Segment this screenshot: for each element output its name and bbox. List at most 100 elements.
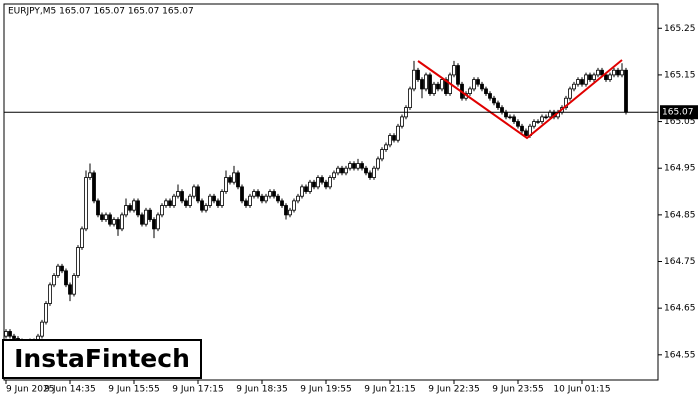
candle-body	[480, 83, 484, 90]
candle-body	[4, 331, 8, 337]
price-label-box	[660, 105, 698, 120]
candle-body	[232, 172, 236, 183]
candle-body	[620, 69, 624, 76]
candle-body	[608, 74, 612, 80]
candle-body	[112, 219, 116, 225]
candle-body	[64, 270, 68, 286]
candle-body	[44, 303, 48, 323]
candle-body	[244, 200, 248, 206]
candle-body	[68, 284, 72, 295]
x-tick-label: 9 Jun 18:35	[236, 385, 287, 395]
candle-body	[504, 111, 508, 118]
candle-body	[240, 186, 244, 202]
candle-body	[360, 163, 364, 169]
candle-body	[80, 228, 84, 248]
candle-body	[576, 79, 580, 85]
candle-body	[500, 107, 504, 113]
y-tick-label: 164.75	[664, 257, 696, 267]
candle-body	[564, 97, 568, 108]
candle-body	[496, 102, 500, 108]
candle-body	[104, 214, 108, 220]
candle-body	[156, 214, 160, 230]
candle-body	[108, 214, 112, 225]
logo: InstaFintech	[14, 344, 190, 373]
candle-body	[368, 172, 372, 178]
candle-body	[284, 205, 288, 216]
candle-body	[524, 130, 528, 136]
candle-body	[472, 79, 476, 90]
candle-body	[600, 69, 604, 76]
candle-body	[72, 275, 76, 295]
candle-body	[492, 97, 496, 104]
candle-body	[468, 88, 472, 94]
candle-body	[304, 186, 308, 192]
candle-body	[380, 149, 384, 160]
candle-body	[92, 172, 96, 202]
candle-body	[216, 200, 220, 206]
candle-body	[452, 65, 456, 76]
candle-body	[272, 191, 276, 197]
candle-body	[340, 167, 344, 174]
candle-body	[212, 195, 216, 202]
chart-title: EURJPY,M5 165.07 165.07 165.07 165.07	[8, 7, 194, 17]
candle-body	[312, 181, 316, 188]
candle-body	[436, 83, 440, 90]
candle-body	[412, 69, 416, 90]
candle-body	[148, 209, 152, 220]
candle-body	[432, 83, 436, 94]
candle-body	[260, 195, 264, 202]
y-tick-label: 165.15	[664, 70, 696, 80]
x-tick-label: 9 Jun 22:35	[428, 385, 479, 395]
candle-body	[200, 200, 204, 211]
candle-body	[396, 125, 400, 141]
y-tick-label: 164.95	[664, 164, 696, 174]
candle-body	[372, 167, 376, 178]
price-label: 165.07	[662, 108, 694, 118]
candle-body	[316, 177, 320, 188]
candle-body	[428, 74, 432, 94]
candle-body	[540, 116, 544, 122]
candles	[4, 60, 628, 348]
candle-body	[184, 200, 188, 206]
candle-body	[616, 69, 620, 76]
candle-body	[344, 167, 348, 174]
y-tick-label: 164.65	[664, 304, 696, 314]
candle-body	[128, 205, 132, 211]
candle-body	[76, 247, 80, 276]
candle-body	[172, 195, 176, 206]
candle-body	[336, 167, 340, 174]
candle-body	[292, 200, 296, 211]
candle-body	[168, 200, 172, 206]
candle-body	[548, 111, 552, 118]
candle-body	[124, 205, 128, 216]
candle-body	[612, 69, 616, 76]
candle-body	[188, 195, 192, 206]
y-tick-label: 164.55	[664, 350, 696, 360]
candle-body	[300, 186, 304, 197]
candle-body	[400, 116, 404, 127]
candle-body	[596, 69, 600, 76]
x-tick-label: 10 Jun 01:15	[553, 385, 610, 395]
candle-body	[88, 172, 92, 178]
candle-body	[160, 205, 164, 216]
x-tick-label: 9 Jun 2025	[6, 385, 54, 395]
candle-body	[516, 121, 520, 127]
candle-body	[252, 191, 256, 197]
candle-body	[408, 88, 412, 108]
candle-body	[572, 83, 576, 90]
candle-body	[508, 116, 512, 119]
candle-body	[136, 200, 140, 216]
candle-body	[228, 177, 232, 183]
candle-body	[296, 195, 300, 202]
candle-body	[208, 195, 212, 206]
candle-body	[268, 191, 272, 197]
candle-body	[484, 88, 488, 94]
plot-frame	[3, 3, 659, 381]
candle-body	[100, 214, 104, 220]
candle-body	[164, 200, 168, 206]
candle-body	[8, 331, 12, 337]
y-tick-label: 164.85	[664, 210, 696, 220]
logo-box	[2, 339, 202, 379]
candle-body	[332, 172, 336, 178]
